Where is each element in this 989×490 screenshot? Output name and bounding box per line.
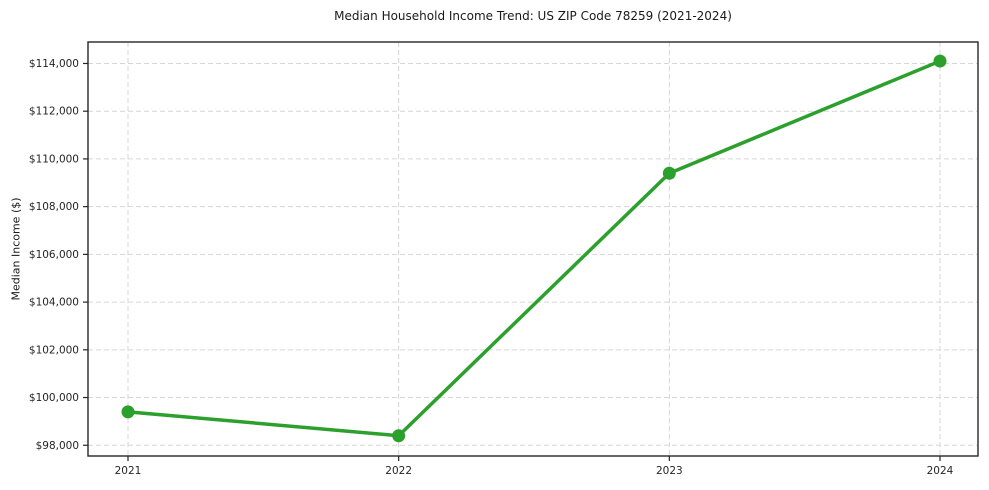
data-point-2023 [662, 166, 676, 180]
x-tick-label: 2022 [385, 465, 412, 477]
y-tick-label: $112,000 [29, 106, 79, 118]
y-tick-label: $100,000 [29, 392, 79, 404]
data-point-2022 [392, 429, 406, 443]
y-tick-label: $114,000 [29, 58, 79, 70]
y-tick-label: $110,000 [29, 153, 79, 165]
x-tick-label: 2023 [656, 465, 683, 477]
chart-title: Median Household Income Trend: US ZIP Co… [334, 9, 732, 23]
x-tick-label: 2021 [115, 465, 142, 477]
plot-border [87, 41, 979, 457]
y-tick-label: $108,000 [29, 201, 79, 213]
y-tick-label: $102,000 [29, 344, 79, 356]
y-tick-label: $104,000 [29, 297, 79, 309]
y-tick-label: $106,000 [29, 249, 79, 261]
data-point-2024 [933, 54, 947, 68]
x-tick-label: 2024 [927, 465, 954, 477]
trend-line [126, 59, 942, 438]
y-tick-label: $98,000 [36, 440, 79, 452]
data-point-2021 [121, 405, 135, 419]
